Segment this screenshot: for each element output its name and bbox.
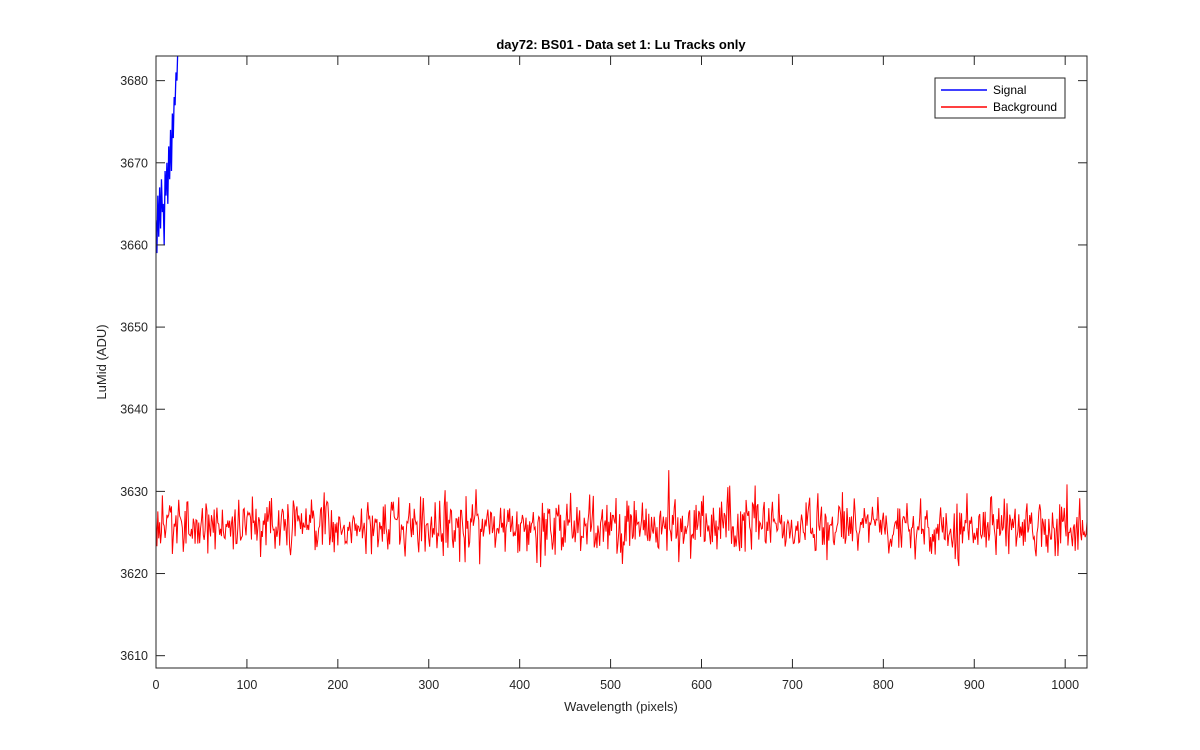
- plot-frame: [155, 55, 1088, 669]
- y-tick-label: 3670: [120, 156, 148, 170]
- legend: Signal Background: [934, 77, 1066, 119]
- y-tick-label: 3610: [120, 649, 148, 663]
- x-tick-label: 300: [418, 678, 439, 692]
- tick-layer: 0 100 200 300 400 500 600 700 800 900 1000 3610 3620…: [120, 56, 1087, 692]
- x-tick-label: 100: [236, 678, 257, 692]
- chart-title: day72: BS01 - Data set 1: Lu Tracks only: [496, 37, 746, 52]
- y-tick-label: 3640: [120, 403, 148, 417]
- x-tick-label: 0: [153, 678, 160, 692]
- x-tick-label: 1000: [1051, 678, 1079, 692]
- legend-box: [934, 77, 1066, 119]
- y-tick-label: 3660: [120, 238, 148, 252]
- series-line-signal: [156, 56, 179, 254]
- plot-area: [156, 56, 1087, 668]
- x-tick-label: 800: [873, 678, 894, 692]
- series-line-background: [156, 470, 1087, 568]
- x-tick-label: 200: [327, 678, 348, 692]
- y-tick-label: 3620: [120, 567, 148, 581]
- y-tick-label: 3650: [120, 321, 148, 335]
- x-tick-label: 700: [782, 678, 803, 692]
- x-tick-label: 500: [600, 678, 621, 692]
- legend-label-signal: Signal: [993, 83, 1026, 97]
- series-layer: [156, 56, 1087, 568]
- x-tick-label: 600: [691, 678, 712, 692]
- x-tick-label: 900: [964, 678, 985, 692]
- x-axis-label: Wavelength (pixels): [564, 699, 678, 714]
- legend-label-background: Background: [993, 100, 1057, 114]
- y-axis-label: LuMid (ADU): [94, 324, 109, 399]
- y-tick-label: 3680: [120, 74, 148, 88]
- y-tick-label: 3630: [120, 485, 148, 499]
- x-tick-label: 400: [509, 678, 530, 692]
